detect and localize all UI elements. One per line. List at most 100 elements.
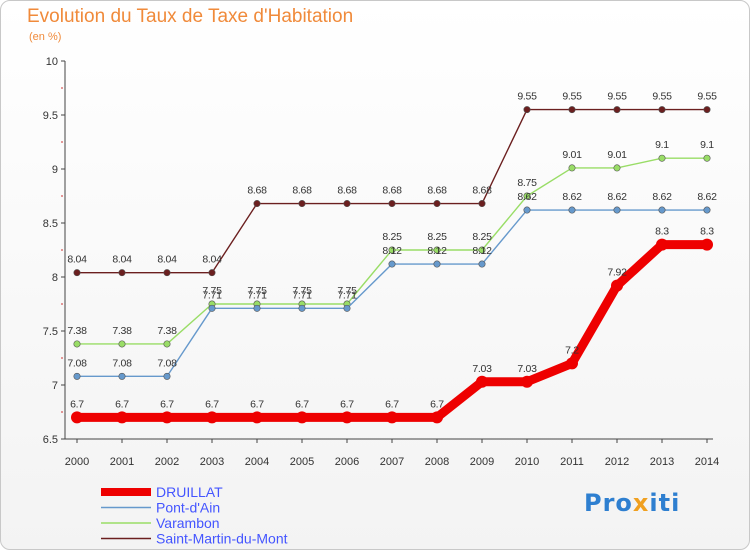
data-label-varambon: 7.75 [337, 285, 357, 297]
data-point-pont-d-ain [658, 206, 666, 214]
x-tick-label: 2002 [155, 456, 179, 468]
data-label-saint-martin-du-mont: 8.68 [427, 185, 447, 197]
data-label-pont-d-ain: 8.62 [697, 191, 717, 203]
data-label-saint-martin-du-mont: 8.04 [202, 254, 222, 266]
legend-label: Pont-d'Ain [156, 500, 220, 516]
data-point-varambon [478, 246, 486, 254]
x-tick-label: 2011 [560, 456, 584, 468]
data-label-druillat: 6.7 [295, 398, 309, 410]
data-point-varambon [433, 246, 441, 254]
x-tick-label: 2003 [200, 456, 224, 468]
data-point-pont-d-ain [703, 206, 711, 214]
data-point-varambon [658, 154, 666, 162]
data-label-varambon: 9.01 [562, 149, 582, 161]
x-tick-label: 2009 [470, 456, 494, 468]
y-tick-label: 7 [52, 380, 58, 392]
data-label-pont-d-ain: 7.08 [67, 357, 87, 369]
data-point-pont-d-ain [298, 304, 306, 312]
data-point-saint-martin-du-mont [703, 106, 711, 114]
x-tick-label: 2007 [380, 456, 404, 468]
data-label-varambon: 7.75 [202, 285, 222, 297]
data-label-pont-d-ain: 8.12 [472, 245, 492, 257]
data-label-varambon: 7.38 [157, 325, 177, 337]
data-point-saint-martin-du-mont [73, 269, 81, 277]
data-label-pont-d-ain: 7.71 [202, 289, 222, 301]
y-tick-label: 7.5 [43, 326, 58, 338]
data-point-pont-d-ain [118, 372, 126, 380]
data-label-druillat: 6.7 [430, 398, 444, 410]
data-label-druillat: 7.2 [565, 344, 579, 356]
data-label-pont-d-ain: 7.08 [112, 357, 132, 369]
data-label-pont-d-ain: 8.62 [517, 191, 537, 203]
data-label-varambon: 7.75 [247, 285, 267, 297]
data-label-druillat: 6.7 [250, 398, 264, 410]
data-point-varambon [73, 340, 81, 348]
data-point-druillat [71, 411, 83, 424]
data-point-saint-martin-du-mont [208, 269, 216, 277]
data-label-saint-martin-du-mont: 8.68 [382, 185, 402, 197]
chart-title: Evolution du Taux de Taxe d'Habitation [27, 6, 354, 27]
data-point-pont-d-ain [478, 260, 486, 268]
data-label-pont-d-ain: 8.62 [652, 191, 672, 203]
data-point-varambon [388, 246, 396, 254]
y-tick-label: 10 [46, 56, 58, 68]
data-point-saint-martin-du-mont [613, 106, 621, 114]
data-point-saint-martin-du-mont [568, 106, 576, 114]
x-tick-label: 2010 [515, 456, 539, 468]
data-point-saint-martin-du-mont [433, 200, 441, 208]
data-point-pont-d-ain [613, 206, 621, 214]
data-point-pont-d-ain [388, 260, 396, 268]
data-point-druillat [656, 238, 668, 251]
data-label-saint-martin-du-mont: 8.68 [292, 185, 312, 197]
data-point-druillat [476, 375, 488, 388]
data-point-saint-martin-du-mont [163, 269, 171, 277]
y-tick-label: 9 [52, 164, 58, 176]
data-point-pont-d-ain [523, 206, 531, 214]
data-point-druillat [116, 411, 128, 424]
logo-part-3: iti [649, 489, 681, 517]
data-label-varambon: 9.1 [700, 139, 714, 151]
data-point-druillat [296, 411, 308, 424]
data-point-druillat [431, 411, 443, 424]
data-point-druillat [611, 279, 623, 292]
data-label-saint-martin-du-mont: 9.55 [697, 91, 717, 103]
data-point-saint-martin-du-mont [658, 106, 666, 114]
logo-part-2: x [632, 489, 650, 517]
data-label-saint-martin-du-mont: 8.68 [247, 185, 267, 197]
data-point-saint-martin-du-mont [253, 200, 261, 208]
data-point-pont-d-ain [253, 304, 261, 312]
data-point-pont-d-ain [433, 260, 441, 268]
data-point-druillat [521, 375, 533, 388]
data-label-druillat: 7.03 [472, 363, 492, 375]
data-label-saint-martin-du-mont: 8.68 [472, 185, 492, 197]
data-label-pont-d-ain: 7.71 [337, 289, 357, 301]
data-point-druillat [566, 357, 578, 370]
data-point-druillat [701, 238, 713, 251]
data-point-druillat [161, 411, 173, 424]
legend-label: Varambon [156, 515, 220, 531]
data-label-druillat: 7.03 [517, 363, 537, 375]
data-point-pont-d-ain [568, 206, 576, 214]
y-tick-label: 8.5 [43, 218, 58, 230]
data-point-saint-martin-du-mont [343, 200, 351, 208]
data-point-pont-d-ain [343, 304, 351, 312]
data-point-varambon [163, 340, 171, 348]
y-tick-label: 9.5 [43, 110, 58, 122]
data-point-pont-d-ain [208, 304, 216, 312]
data-label-druillat: 6.7 [385, 398, 399, 410]
data-label-pont-d-ain: 8.62 [607, 191, 627, 203]
data-point-saint-martin-du-mont [388, 200, 396, 208]
data-label-saint-martin-du-mont: 9.55 [652, 91, 672, 103]
data-point-varambon [568, 164, 576, 172]
data-label-saint-martin-du-mont: 9.55 [517, 91, 537, 103]
data-label-druillat: 6.7 [160, 398, 174, 410]
data-point-pont-d-ain [163, 372, 171, 380]
x-tick-label: 2000 [65, 456, 89, 468]
data-point-varambon [118, 340, 126, 348]
x-tick-label: 2012 [605, 456, 629, 468]
data-point-druillat [251, 411, 263, 424]
x-tick-label: 2013 [650, 456, 674, 468]
data-point-pont-d-ain [73, 372, 81, 380]
